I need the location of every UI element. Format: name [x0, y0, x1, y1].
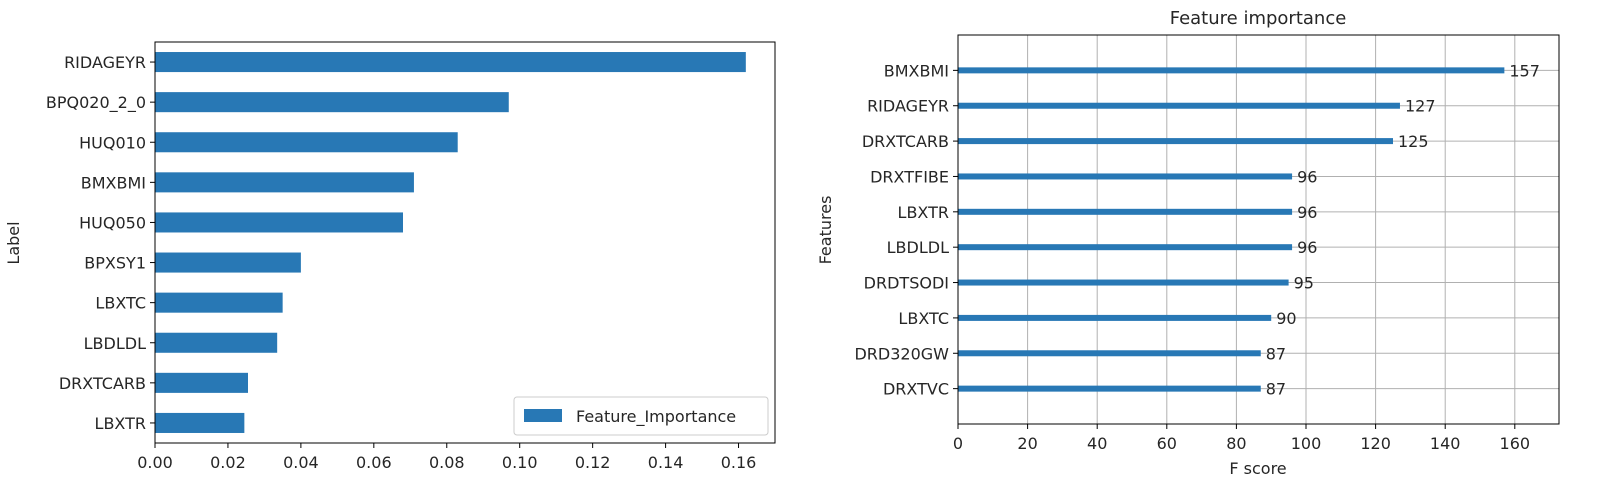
right-x-tick-label: 20	[1017, 434, 1037, 453]
right-bar	[958, 314, 1272, 321]
right-value-label: 127	[1405, 97, 1436, 116]
right-x-tick-label: 120	[1360, 434, 1391, 453]
right-value-label: 87	[1266, 380, 1286, 399]
left-y-tick-label: HUQ050	[79, 213, 146, 232]
right-bar	[958, 67, 1505, 74]
right-gridlines	[957, 35, 1559, 424]
left-y-tick-label: DRXTCARB	[59, 374, 146, 393]
right-value-label: 95	[1294, 274, 1314, 293]
right-y-ticks: BMXBMI RIDAGEYR DRXTCARB DRXTFIBE LBXTR LBDLD…	[854, 61, 958, 399]
left-chart: RIDAGEYR BPQ020_2_0 HUQ010 BMXBMI HUQ050 BPXS…	[4, 41, 776, 472]
left-x-tick-label: 0.10	[502, 453, 538, 472]
left-y-tick-label: LBDLDL	[84, 334, 146, 353]
right-y-tick-label: DRXTFIBE	[870, 167, 949, 186]
left-y-tick-label: BPXSY1	[84, 254, 146, 273]
left-bar	[155, 372, 248, 393]
left-bar	[155, 92, 509, 113]
left-bar	[155, 412, 245, 433]
right-chart-title: Feature importance	[1170, 8, 1347, 29]
left-y-tick-label: BMXBMI	[81, 173, 146, 192]
right-chart: Feature importance BMXBMI RIDAGEYR DRXTCAR…	[816, 8, 1560, 478]
right-value-label: 90	[1276, 309, 1296, 328]
right-value-label: 96	[1297, 203, 1317, 222]
right-bar	[958, 279, 1289, 286]
left-y-tick-label: RIDAGEYR	[64, 53, 146, 72]
left-bar	[155, 292, 283, 313]
right-x-tick-label: 60	[1157, 434, 1177, 453]
right-x-tick-label: 80	[1226, 434, 1246, 453]
right-value-label: 96	[1297, 238, 1317, 257]
left-x-tick-label: 0.16	[721, 453, 757, 472]
right-y-axis-label: Features	[816, 196, 835, 265]
left-x-tick-label: 0.14	[648, 453, 684, 472]
legend-swatch	[524, 409, 562, 422]
right-x-tick-label: 40	[1087, 434, 1107, 453]
left-y-axis-label: Label	[4, 221, 23, 264]
left-x-tick-label: 0.06	[356, 453, 392, 472]
right-value-label: 157	[1509, 61, 1540, 80]
legend-label: Feature_Importance	[576, 407, 736, 427]
right-x-ticks: 0 20 40 60 80 100 120 140 160	[953, 424, 1530, 453]
right-y-tick-label: LBDLDL	[887, 238, 949, 257]
left-y-tick-label: LBXTR	[95, 414, 146, 433]
right-y-tick-label: DRXTVC	[883, 380, 949, 399]
right-x-tick-label: 0	[953, 434, 963, 453]
right-value-label: 87	[1266, 344, 1286, 363]
right-y-tick-label: DRDTSODI	[864, 274, 949, 293]
right-value-label: 96	[1297, 167, 1317, 186]
left-y-ticks: RIDAGEYR BPQ020_2_0 HUQ010 BMXBMI HUQ050 BPXS…	[46, 53, 155, 433]
right-value-labels: 157 127 125 96 96 96 95 90 87 87	[1266, 61, 1540, 398]
right-bar	[958, 385, 1261, 392]
left-plot-frame	[154, 41, 776, 444]
legend-box	[513, 396, 769, 436]
right-y-tick-label: DRXTCARB	[862, 132, 949, 151]
right-bar	[958, 208, 1293, 215]
left-bar	[155, 252, 301, 273]
left-bar	[155, 132, 458, 153]
left-x-tick-label: 0.08	[429, 453, 465, 472]
left-x-tick-label: 0.04	[283, 453, 319, 472]
left-x-ticks: 0.00 0.02 0.04 0.06 0.08 0.10 0.12 0.14 0.16	[137, 443, 756, 472]
right-bar	[958, 173, 1293, 180]
right-bar	[958, 102, 1400, 109]
left-x-tick-label: 0.00	[137, 453, 173, 472]
left-y-tick-label: LBXTC	[95, 294, 146, 313]
left-bar	[155, 332, 278, 353]
right-bars	[958, 67, 1505, 392]
left-x-tick-label: 0.12	[575, 453, 611, 472]
right-x-tick-label: 160	[1500, 434, 1531, 453]
left-bar	[155, 52, 746, 73]
right-y-tick-label: RIDAGEYR	[867, 97, 949, 116]
legend: Feature_Importance	[513, 396, 769, 436]
right-y-tick-label: LBXTC	[898, 309, 949, 328]
left-y-tick-label: HUQ010	[79, 133, 146, 152]
right-bar	[958, 138, 1394, 145]
right-y-tick-label: BMXBMI	[884, 61, 949, 80]
right-bar	[958, 350, 1261, 357]
right-x-axis-label: F score	[1229, 459, 1286, 478]
left-bar	[155, 212, 403, 233]
right-plot-frame	[957, 34, 1560, 425]
right-y-tick-label: LBXTR	[898, 203, 949, 222]
left-bars	[155, 52, 746, 433]
left-x-tick-label: 0.02	[210, 453, 246, 472]
right-x-tick-label: 140	[1430, 434, 1461, 453]
right-x-tick-label: 100	[1291, 434, 1322, 453]
right-y-tick-label: DRD320GW	[854, 344, 949, 363]
left-bar	[155, 172, 414, 193]
right-value-label: 125	[1398, 132, 1429, 151]
left-y-tick-label: BPQ020_2_0	[46, 93, 146, 113]
right-bar	[958, 244, 1293, 251]
